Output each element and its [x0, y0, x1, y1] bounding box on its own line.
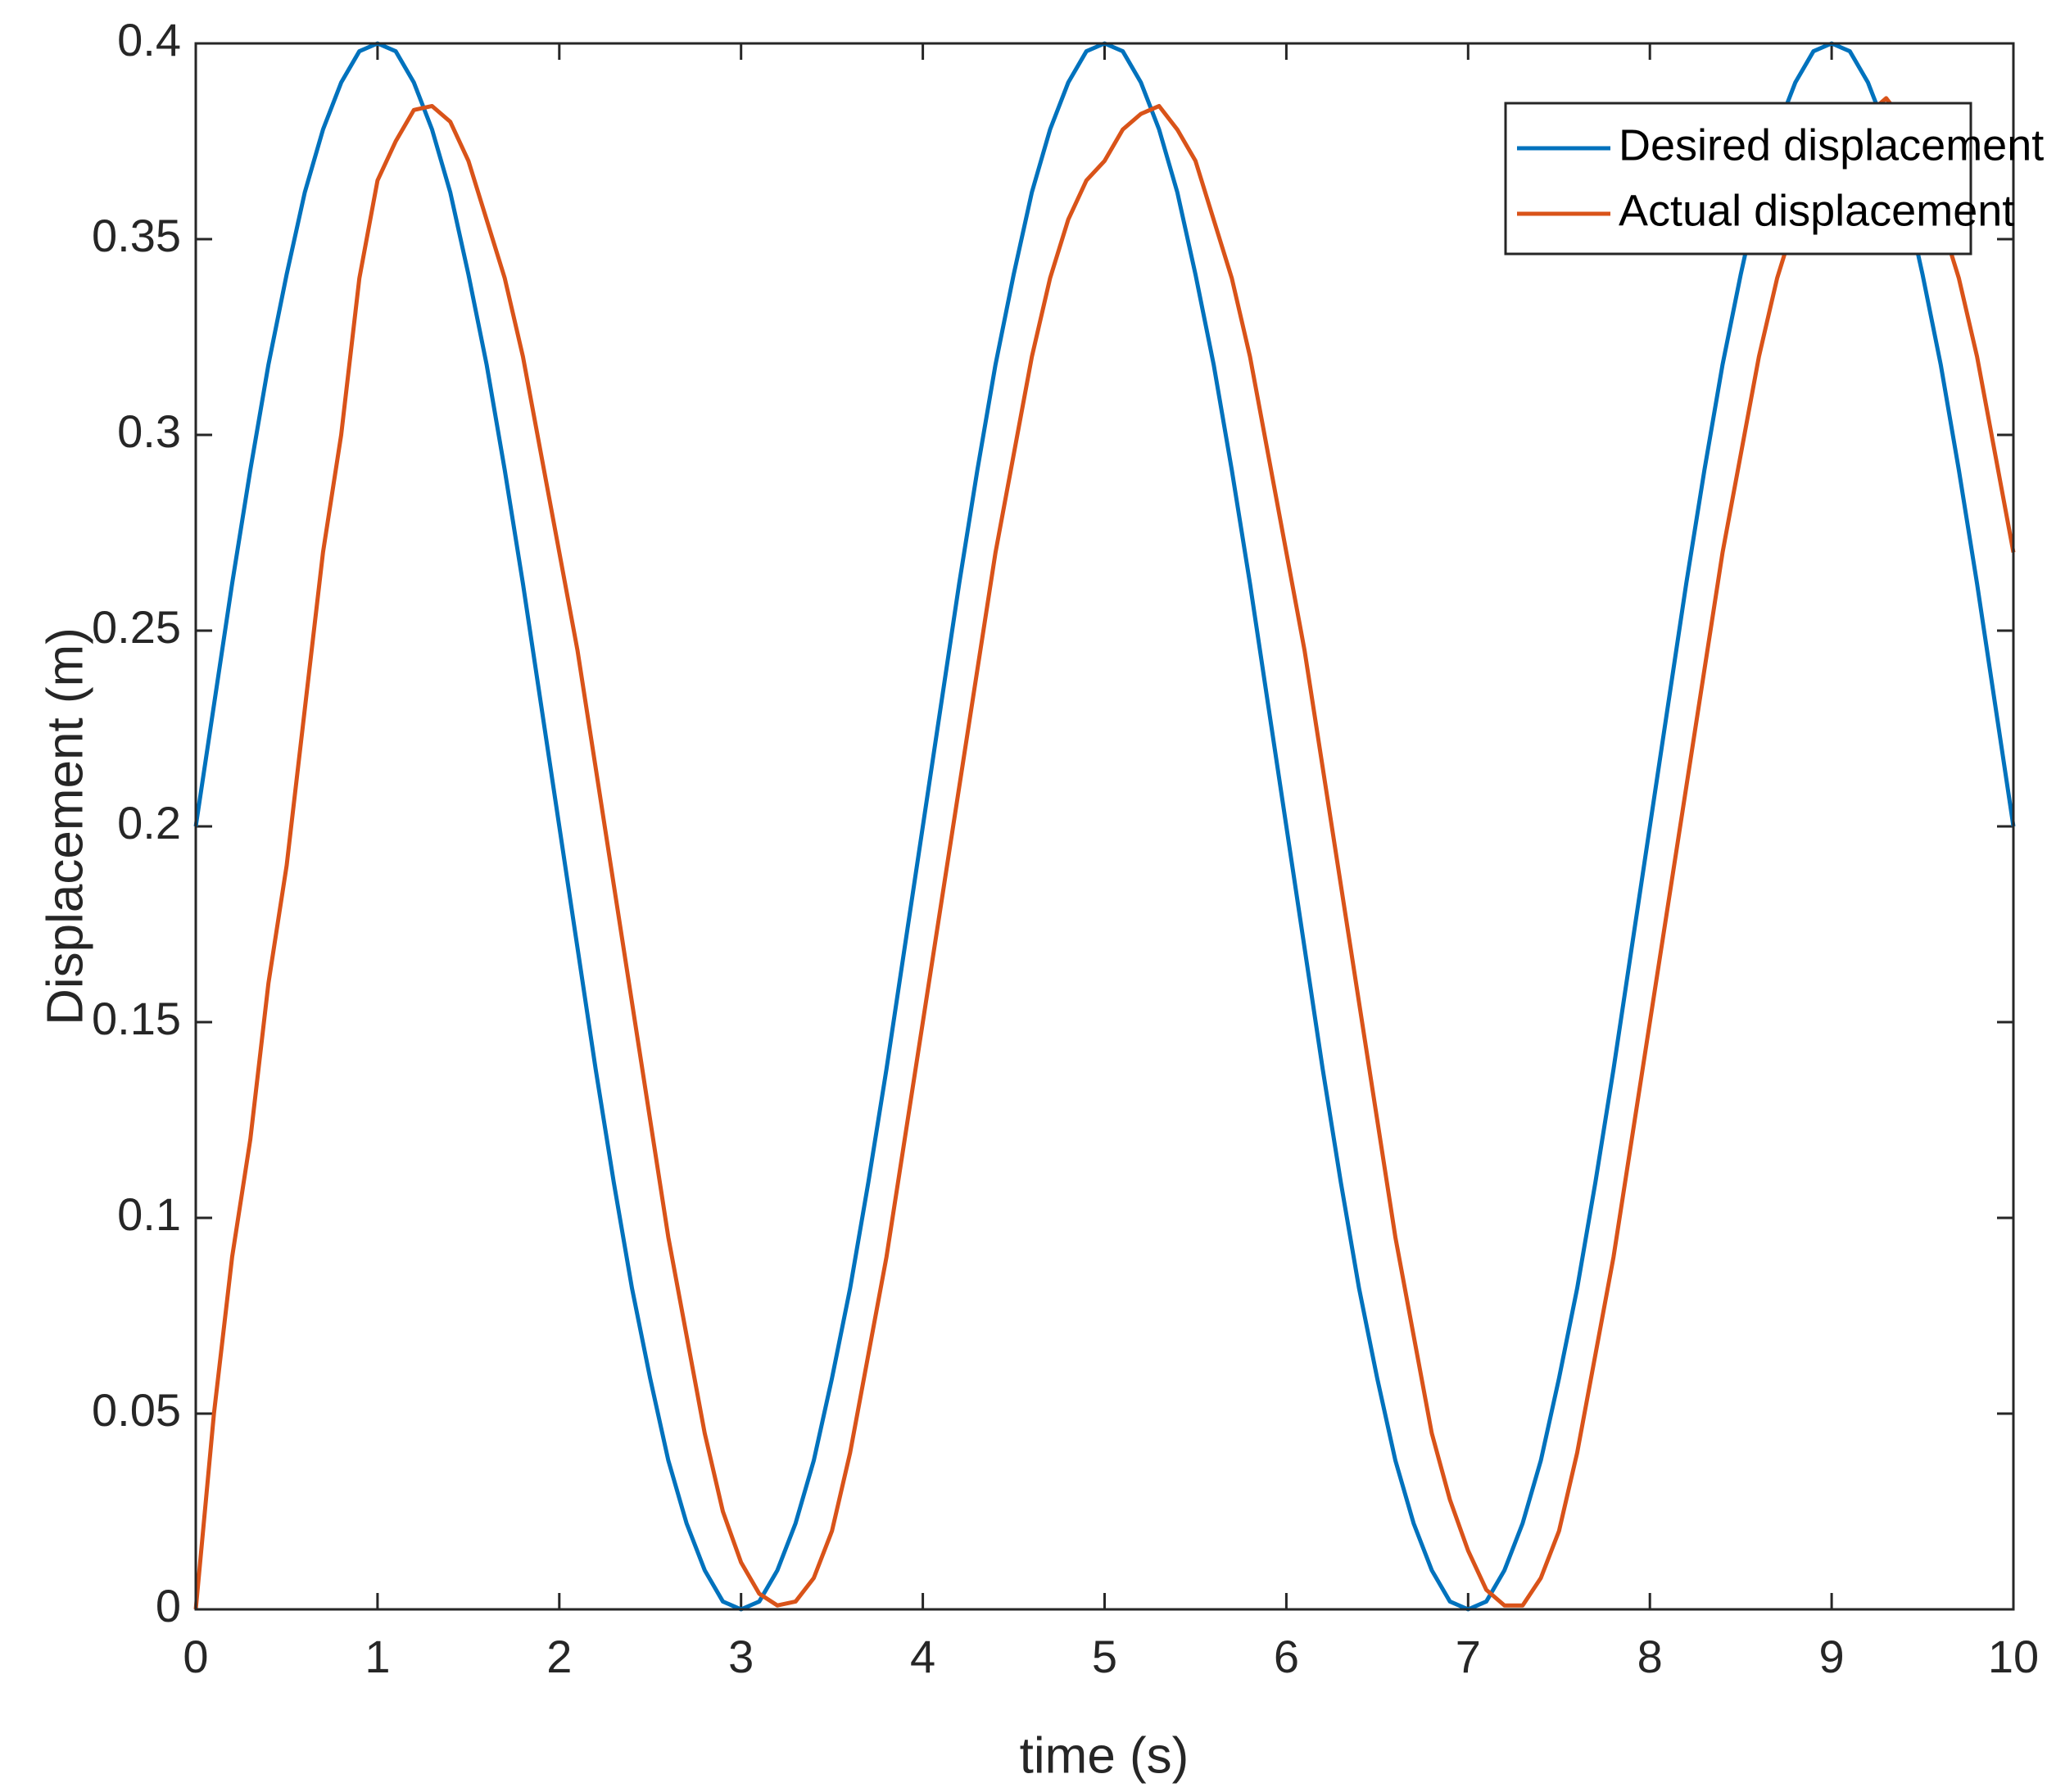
y-tick-label: 0: [156, 1580, 181, 1631]
legend: Desired displacement Actual displacement: [1504, 102, 2044, 256]
y-tick-label: 0.1: [117, 1188, 181, 1240]
y-tick-label: 0.35: [92, 210, 181, 261]
y-tick-label: 0.25: [92, 601, 181, 653]
x-tick-label: 7: [1456, 1631, 1481, 1682]
x-tick-label: 8: [1637, 1631, 1663, 1682]
y-axis-label: Displacement (m): [37, 627, 93, 1025]
y-tick-label: 0.4: [117, 14, 181, 66]
x-tick-label: 1: [365, 1631, 390, 1682]
plot-frame: [194, 42, 2015, 1611]
x-tick-label: 5: [1092, 1631, 1117, 1682]
x-tick-label: 0: [183, 1631, 208, 1682]
legend-label: Desired displacement: [1619, 120, 2044, 170]
x-tick-label: 3: [728, 1631, 754, 1682]
x-tick-label: 2: [546, 1631, 572, 1682]
data-line: [193, 96, 2016, 1610]
x-tick-label: 10: [1988, 1631, 2039, 1682]
y-tick-label: 0.15: [92, 993, 181, 1044]
x-tick-label: 9: [1819, 1631, 1845, 1682]
data-line: [193, 41, 2016, 1612]
x-tick-label: 6: [1274, 1631, 1299, 1682]
legend-label: Actual displacement: [1619, 186, 2014, 235]
y-tick-label: 0.2: [117, 797, 181, 848]
x-tick-label: 4: [910, 1631, 935, 1682]
y-tick-label: 0.3: [117, 405, 181, 457]
y-tick-label: 0.05: [92, 1384, 181, 1436]
legend-box: [1504, 102, 1972, 256]
x-axis-label: time (s): [1020, 1727, 1189, 1784]
